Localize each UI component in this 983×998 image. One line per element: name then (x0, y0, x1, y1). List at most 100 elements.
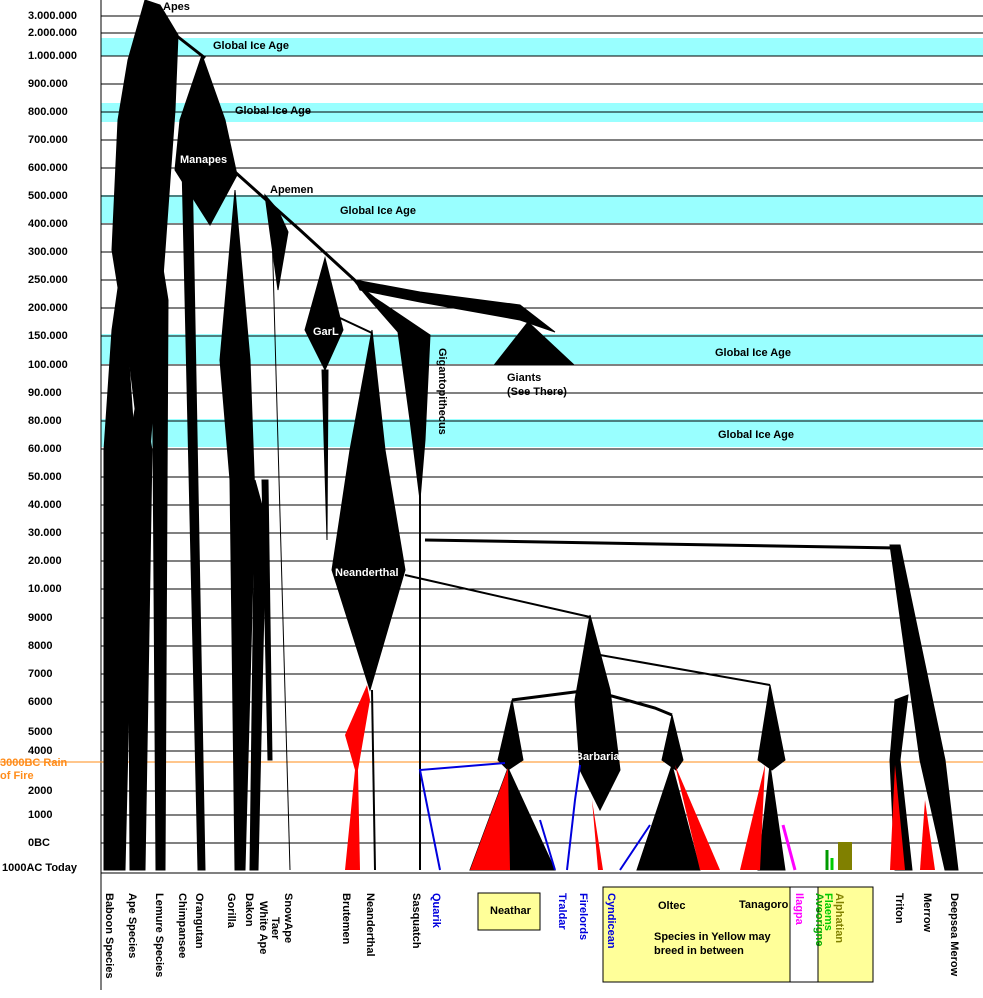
axis-label: 700.000 (28, 134, 68, 146)
ice-age-band (101, 195, 983, 223)
branch-line (781, 824, 797, 871)
branch (574, 614, 621, 812)
branch-label: GarL (313, 326, 339, 338)
branch (151, 249, 169, 871)
branch-label: Neanderthal (335, 567, 399, 579)
branch (345, 685, 370, 870)
ice-age-label: Global Ice Age (718, 429, 794, 441)
event-label: 3000BC Rain (0, 757, 68, 769)
axis-label: 80.000 (28, 415, 62, 427)
branch (757, 684, 786, 771)
axis-label: 4000 (28, 745, 52, 757)
axis-label: 1000 (28, 809, 52, 821)
axis-label: 30.000 (28, 527, 62, 539)
branch (264, 193, 289, 291)
ice-age-label: Global Ice Age (340, 205, 416, 217)
axis-label: 800.000 (28, 106, 68, 118)
branch-line (511, 688, 673, 717)
species-label: Firelords (577, 893, 589, 940)
axis-label: 2000 (28, 785, 52, 797)
branch-line (404, 574, 591, 618)
axis-label: 250.000 (28, 274, 68, 286)
branch (321, 369, 329, 541)
species-label: Taer (269, 917, 281, 940)
branch-line (271, 229, 291, 871)
axis-label: 100.000 (28, 359, 68, 371)
species-label: Baboon Species (103, 893, 115, 979)
axis-label: 10.000 (28, 583, 62, 595)
branch (219, 189, 256, 871)
labels: Apes Manapes Apemen GarL Gigantopithecus… (0, 1, 960, 979)
event-label: of Fire (0, 770, 34, 782)
axis-label: 300.000 (28, 246, 68, 258)
branch-line (619, 824, 651, 871)
branch-line (424, 538, 896, 550)
species-label: Cyndicean (605, 893, 617, 949)
species-label: Orangutan (193, 893, 205, 949)
species-label: White Ape (257, 901, 269, 954)
branch-line (566, 764, 581, 871)
ice-age-label: Global Ice Age (235, 105, 311, 117)
branch (661, 714, 684, 771)
branch-line (599, 654, 771, 686)
branch (920, 800, 935, 870)
species-label: Dakon (243, 893, 255, 927)
ice-age-label: Global Ice Age (715, 347, 791, 359)
species-label: Gorilla (225, 893, 237, 929)
white-gap (789, 886, 819, 983)
ice-age-band (101, 38, 983, 56)
branch-line (371, 689, 376, 871)
species-label: SnowApe (282, 893, 294, 943)
branch-line (539, 819, 556, 871)
branch (757, 764, 786, 871)
branch-line (339, 317, 373, 334)
axis-label: 8000 (28, 640, 52, 652)
box-label: Oltec (658, 900, 686, 912)
species-label: Merrow (921, 893, 933, 933)
branch (331, 329, 406, 692)
box-label: Neathar (490, 905, 532, 917)
ice-age-label: Global Ice Age (213, 40, 289, 52)
axis-label: 500.000 (28, 190, 68, 202)
box-label: Tanagoro (739, 899, 789, 911)
branch (261, 479, 273, 761)
branch (497, 699, 524, 771)
species-label: Flaems (822, 893, 834, 931)
note: Species in Yellow may (654, 931, 771, 943)
axis-label: 5000 (28, 726, 52, 738)
species-label: Ape Species (126, 893, 138, 958)
axis-label: 600.000 (28, 162, 68, 174)
neathar-box (477, 892, 541, 931)
red-branches (345, 685, 935, 870)
branch (592, 800, 603, 870)
species-label: Chimpansee (176, 893, 188, 958)
axis-label: 3.000.000 (28, 10, 77, 22)
branch (889, 544, 959, 871)
species-label: Brutemen (340, 893, 352, 945)
species-label: Sasquatch (410, 893, 422, 949)
species-label: Triton (893, 893, 905, 924)
branch-line (234, 170, 362, 287)
branch-line (149, 13, 206, 60)
branch-label: Gigantopithecus (436, 348, 448, 435)
branch-label: Apemen (270, 184, 314, 196)
axis-label: 6000 (28, 696, 52, 708)
branch (127, 379, 153, 871)
branch (675, 765, 720, 870)
branch (740, 765, 765, 870)
branch-label: Apes (163, 1, 190, 13)
axis-label: 90.000 (28, 387, 62, 399)
axis-label: 0BC (28, 837, 50, 849)
species-label: Aveorigne (813, 893, 825, 946)
axis-label: 1.000.000 (28, 50, 77, 62)
species-label: Quarik (430, 893, 442, 929)
axis-label: 7000 (28, 668, 52, 680)
axis-label: 20.000 (28, 555, 62, 567)
axis-label: 40.000 (28, 499, 62, 511)
colored-lines (418, 762, 852, 871)
axis-label: 900.000 (28, 78, 68, 90)
axis-label: 60.000 (28, 443, 62, 455)
branch (838, 842, 852, 870)
branch-label: Giants (507, 372, 541, 384)
